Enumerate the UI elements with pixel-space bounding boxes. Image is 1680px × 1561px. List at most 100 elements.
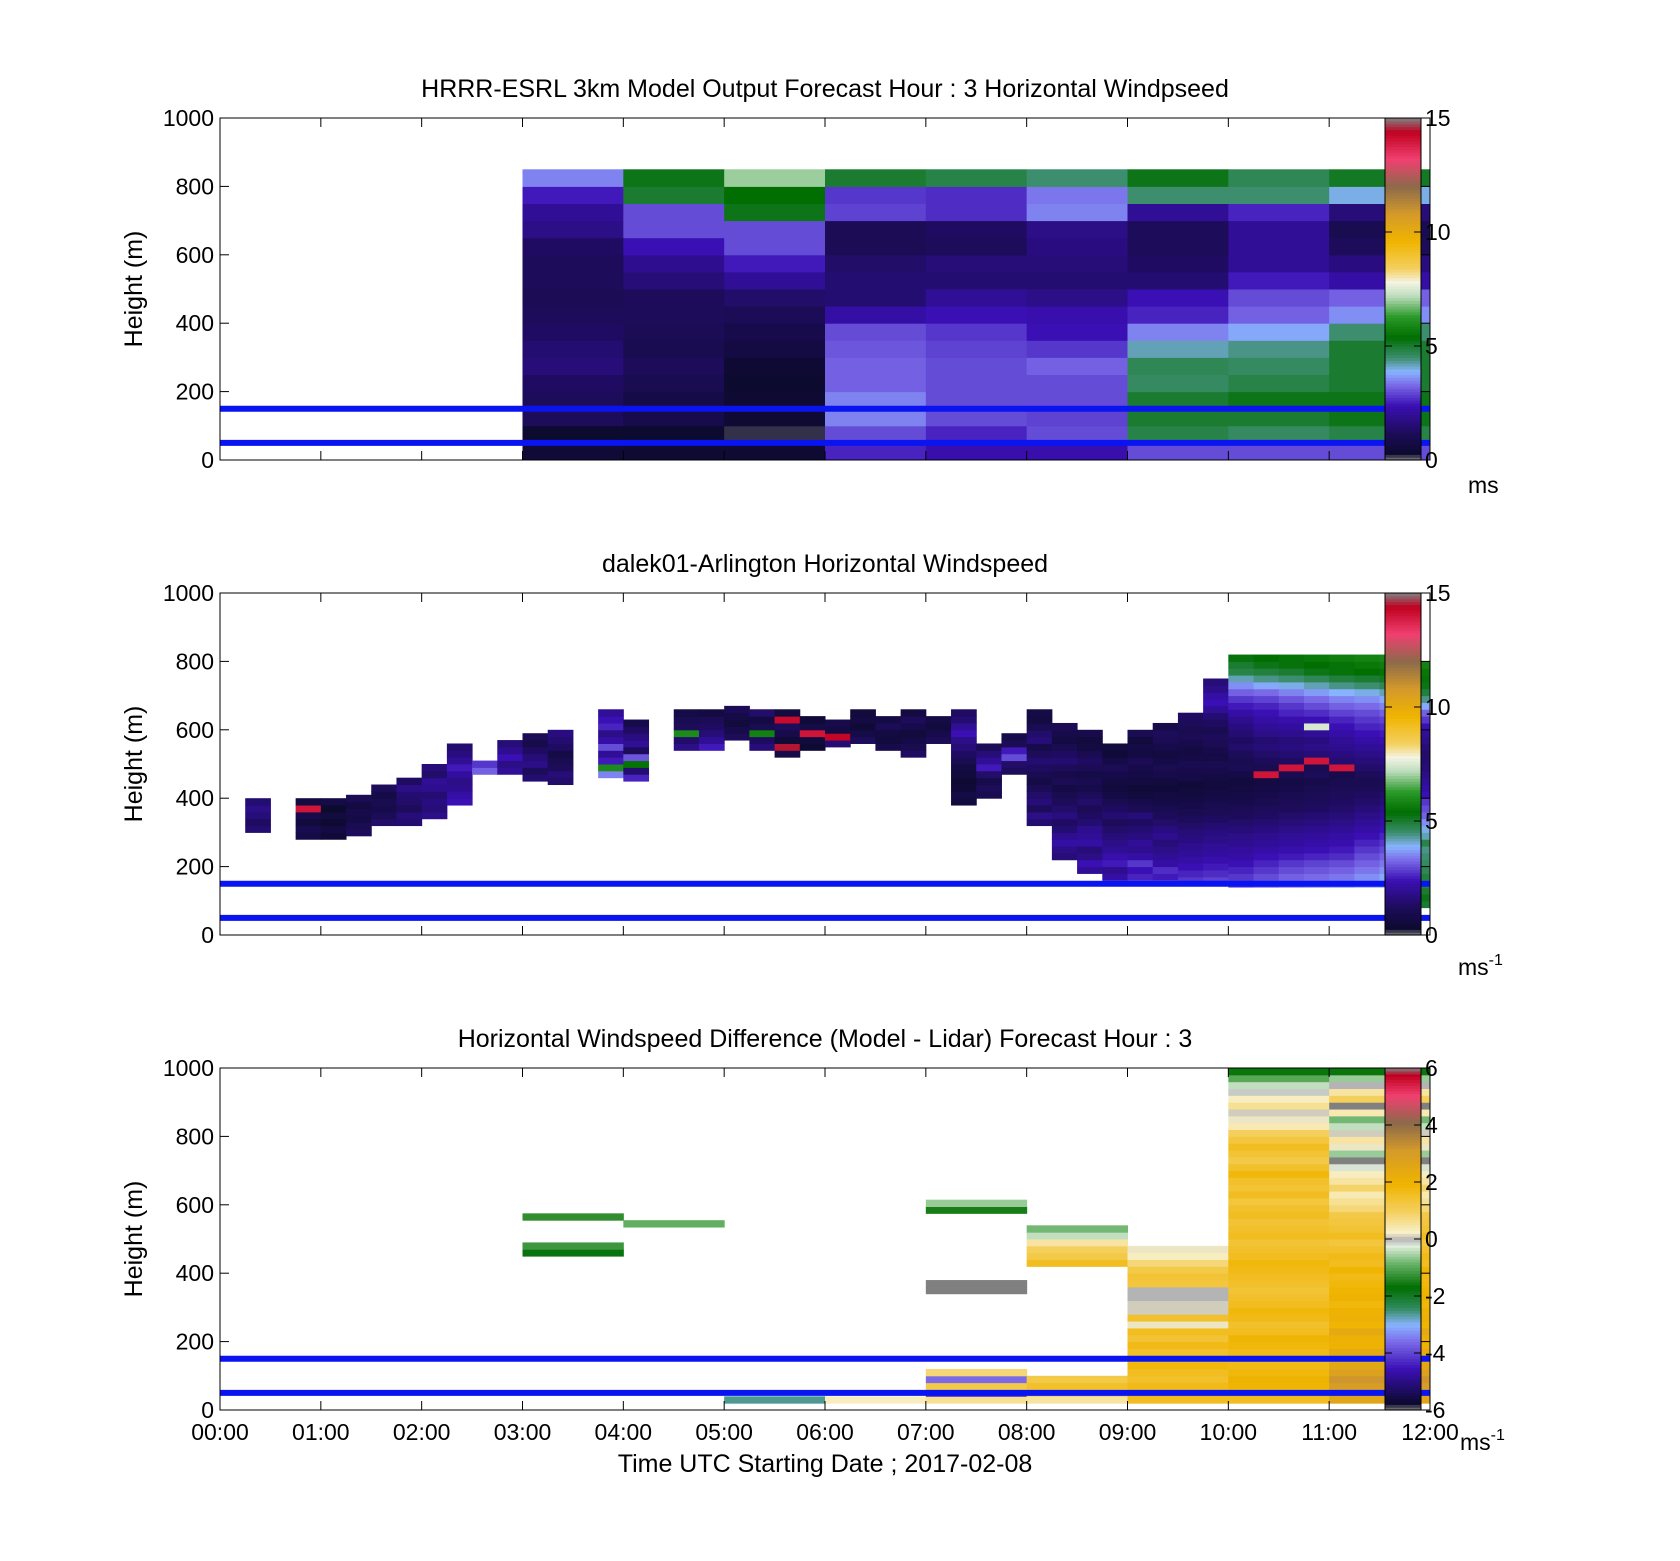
heatmap-cell bbox=[1253, 846, 1280, 854]
colorbar-segment bbox=[1385, 297, 1421, 301]
heatmap-cell bbox=[724, 705, 750, 714]
colorbar-segment bbox=[1385, 875, 1421, 879]
colorbar-segment bbox=[1385, 1253, 1421, 1257]
heatmap-cell bbox=[623, 323, 725, 341]
heatmap-cell bbox=[1051, 784, 1078, 792]
heatmap-cell bbox=[1177, 835, 1204, 844]
heatmap-cell bbox=[1303, 852, 1330, 861]
y-tick-label: 800 bbox=[176, 648, 214, 674]
colorbar-tick-label: 0 bbox=[1425, 447, 1438, 473]
heatmap-cell bbox=[1228, 1375, 1330, 1384]
heatmap-cell bbox=[522, 733, 549, 741]
heatmap-cell bbox=[1127, 220, 1229, 239]
colorbar-unit: ms bbox=[1468, 472, 1499, 498]
colorbar-segment bbox=[1385, 120, 1421, 125]
colorbar-segment bbox=[1385, 408, 1421, 413]
heatmap-cell bbox=[825, 289, 927, 307]
colorbar-segment bbox=[1385, 146, 1421, 150]
heatmap-cell bbox=[976, 750, 1002, 758]
heatmap-cell bbox=[1026, 1245, 1128, 1254]
heatmap-cell bbox=[1228, 237, 1330, 256]
colorbar-segment bbox=[1385, 1301, 1421, 1306]
colorbar-segment bbox=[1385, 832, 1421, 836]
heatmap-cell bbox=[825, 237, 927, 256]
heatmap-cell bbox=[1303, 805, 1330, 813]
heatmap-cell bbox=[951, 791, 977, 799]
heatmap-cell bbox=[976, 791, 1002, 799]
heatmap-cell bbox=[1127, 846, 1154, 854]
colorbar-segment bbox=[1385, 852, 1421, 856]
heatmap-cell bbox=[1303, 729, 1330, 738]
heatmap-cell bbox=[1127, 357, 1229, 375]
heatmap-cell bbox=[1278, 654, 1305, 662]
heatmap-cell bbox=[1354, 873, 1381, 881]
heatmap-cell bbox=[925, 169, 1028, 187]
heatmap-cell bbox=[951, 750, 977, 758]
heatmap-cell bbox=[1177, 828, 1204, 837]
colorbar-segment bbox=[1385, 140, 1421, 145]
colorbar-segment bbox=[1385, 641, 1421, 645]
heatmap-cell bbox=[1329, 1177, 1430, 1185]
heatmap-cell bbox=[1026, 220, 1128, 239]
colorbar-segment bbox=[1385, 1338, 1421, 1343]
colorbar-segment bbox=[1385, 795, 1421, 799]
heatmap-cell bbox=[900, 722, 927, 731]
heatmap-cell bbox=[724, 719, 750, 727]
heatmap-cell bbox=[1228, 271, 1330, 290]
heatmap-cell bbox=[1329, 1314, 1430, 1322]
heatmap-cell bbox=[1203, 712, 1229, 721]
colorbar-segment bbox=[1385, 823, 1421, 828]
heatmap-cell bbox=[1077, 764, 1103, 772]
heatmap-cell bbox=[522, 203, 624, 222]
heatmap-cell bbox=[346, 794, 372, 803]
heatmap-cell bbox=[1026, 798, 1053, 806]
heatmap-cell bbox=[1127, 798, 1154, 806]
heatmap-cell bbox=[724, 254, 826, 273]
heatmap-cell bbox=[1253, 729, 1280, 738]
heatmap-cell bbox=[1354, 668, 1381, 676]
heatmap-cell bbox=[698, 729, 725, 738]
colorbar-segment bbox=[1385, 1150, 1421, 1155]
heatmap-cell bbox=[1127, 839, 1154, 847]
colorbar-tick-label: 6 bbox=[1425, 1055, 1438, 1081]
heatmap-cell bbox=[1228, 764, 1255, 772]
colorbar-segment bbox=[1385, 1213, 1421, 1217]
heatmap-cell bbox=[1354, 757, 1381, 765]
heatmap-cell bbox=[951, 757, 977, 765]
heatmap-cell bbox=[295, 811, 322, 820]
heatmap-cell bbox=[1026, 306, 1128, 324]
colorbar-segment bbox=[1385, 1164, 1421, 1169]
colorbar-tick-label: 10 bbox=[1425, 219, 1451, 245]
heatmap-cell bbox=[522, 774, 549, 782]
heatmap-cell bbox=[1329, 859, 1355, 868]
heatmap-cell bbox=[1051, 729, 1078, 738]
colorbar-tick-label: 0 bbox=[1425, 922, 1438, 948]
heatmap-cell bbox=[1203, 794, 1229, 803]
colorbar-segment bbox=[1385, 1381, 1421, 1385]
colorbar-segment bbox=[1385, 880, 1421, 885]
heatmap-cell bbox=[547, 729, 574, 738]
colorbar-segment bbox=[1385, 1247, 1421, 1251]
heatmap-cell bbox=[396, 791, 423, 799]
colorbar-segment bbox=[1385, 604, 1421, 608]
heatmap-cell bbox=[1127, 254, 1229, 273]
heatmap-cell bbox=[1303, 825, 1330, 833]
heatmap-cell bbox=[1329, 716, 1355, 724]
heatmap-cell bbox=[1253, 811, 1280, 820]
heatmap-cell bbox=[1001, 760, 1028, 768]
colorbar-tick-label: -2 bbox=[1425, 1283, 1445, 1309]
heatmap-cell bbox=[1329, 654, 1355, 662]
heatmap-cell bbox=[925, 442, 1028, 460]
colorbar-segment bbox=[1385, 351, 1421, 356]
heatmap-cell bbox=[1203, 808, 1229, 816]
heatmap-cell bbox=[1228, 1163, 1330, 1172]
heatmap-cell bbox=[1077, 839, 1103, 847]
colorbar: 0 5 10 15 bbox=[1384, 105, 1451, 473]
heatmap-cell bbox=[1152, 859, 1179, 868]
heatmap-cell bbox=[346, 808, 372, 816]
colorbar-segment bbox=[1385, 234, 1421, 239]
heatmap-cell bbox=[1228, 702, 1255, 710]
heatmap-cell bbox=[749, 722, 776, 731]
x-tick-label: 08:00 bbox=[998, 1419, 1056, 1445]
heatmap-cell bbox=[1329, 1136, 1430, 1144]
